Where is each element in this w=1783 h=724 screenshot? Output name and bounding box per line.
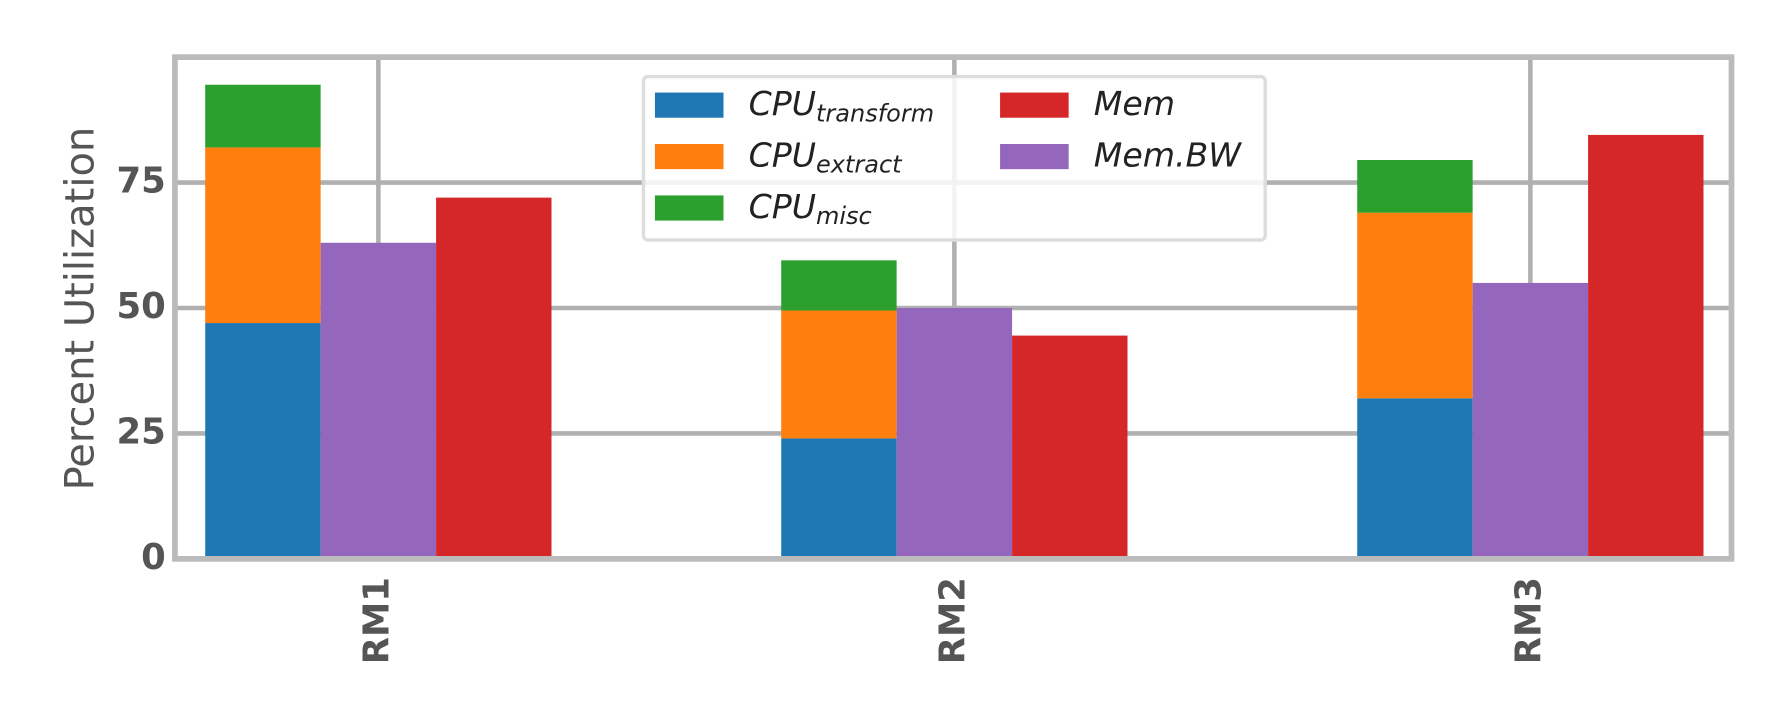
legend-name: CPU: [749, 84, 816, 123]
y-axis-label: Percent Utilization: [57, 127, 103, 491]
y-tick-label: 50: [117, 286, 166, 327]
bar: [320, 242, 437, 559]
bar: [1357, 398, 1473, 559]
legend-label: CPUtransform: [749, 84, 934, 128]
legend-name: Mem: [1094, 84, 1175, 123]
plot-frame: [172, 54, 1735, 562]
legend-subscript: extract: [816, 151, 903, 179]
legend-subscript: misc: [816, 202, 872, 230]
y-tick-label: 0: [141, 537, 166, 578]
bar: [781, 438, 897, 559]
bar: [1012, 335, 1128, 559]
bar: [1357, 212, 1473, 399]
legend-label: CPUextract: [749, 135, 904, 179]
x-tick-label: RM2: [932, 577, 973, 664]
legend-label: Mem: [1094, 84, 1175, 123]
bar: [1588, 134, 1704, 559]
bar: [896, 308, 1013, 559]
legend-name: Mem.BW: [1094, 135, 1242, 174]
legend-swatch: [654, 144, 724, 170]
legend-box: [641, 74, 1267, 242]
bar: [205, 147, 321, 324]
bar: [205, 84, 321, 148]
y-tick-label: 25: [117, 411, 166, 452]
legend-name: CPU: [749, 135, 816, 174]
bar: [781, 260, 897, 311]
bar: [205, 323, 321, 559]
legend-swatch: [654, 195, 724, 221]
x-tick-label: RM1: [356, 577, 397, 664]
legend-swatch: [654, 92, 724, 118]
bar: [1472, 282, 1589, 559]
legend-label: CPUmisc: [749, 187, 872, 231]
legend-label: Mem.BW: [1094, 135, 1242, 174]
bar: [1357, 159, 1473, 213]
legend-subscript: transform: [816, 99, 934, 127]
bar: [436, 197, 552, 559]
bar: [781, 310, 897, 439]
legend-swatch: [1000, 92, 1069, 118]
legend-name: CPU: [749, 187, 816, 226]
legend-swatch: [1000, 144, 1069, 170]
x-tick-label: RM3: [1508, 577, 1549, 664]
y-tick-label: 75: [117, 161, 166, 202]
